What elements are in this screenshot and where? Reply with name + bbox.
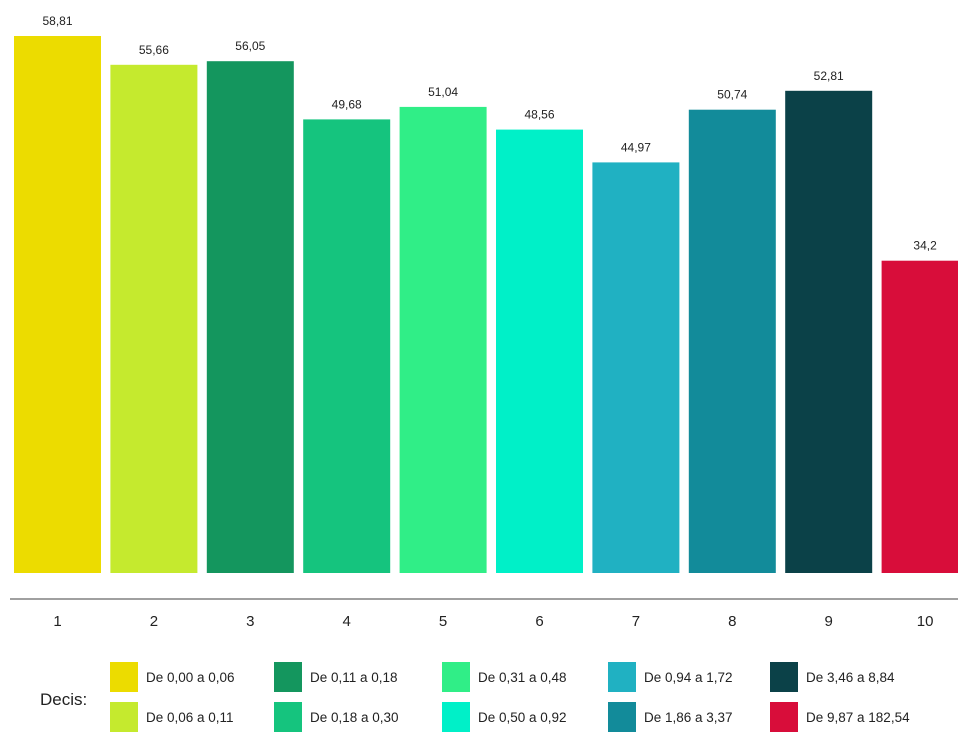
x-tick-label-8: 8 [728, 613, 736, 630]
bar-4 [303, 119, 391, 574]
bar-3 [206, 61, 294, 573]
x-tick-label-3: 3 [246, 613, 254, 630]
bar-7 [592, 162, 680, 573]
legend-item-7: De 0,94 a 1,72 [608, 662, 733, 692]
legend-swatch [110, 662, 138, 692]
x-tick-label-6: 6 [535, 613, 543, 630]
legend-swatch [442, 662, 470, 692]
data-label-8: 50,74 [717, 88, 747, 102]
legend-item-3: De 0,11 a 0,18 [274, 662, 398, 692]
data-label-6: 48,56 [524, 108, 554, 122]
bar-chart: 58,81 1 55,66 2 56,05 3 49,68 4 51,04 5 48,56 6 44,9… [10, 14, 958, 630]
x-tick-label-1: 1 [53, 613, 61, 630]
data-label-1: 58,81 [42, 14, 72, 28]
bar-8 [688, 109, 776, 573]
data-label-3: 56,05 [235, 39, 265, 53]
bar-2 [110, 64, 198, 574]
data-label-5: 51,04 [428, 85, 458, 99]
legend-swatch [442, 702, 470, 732]
x-tick-label-5: 5 [439, 613, 447, 630]
legend-item-5: De 0,31 a 0,48 [442, 662, 567, 692]
legend-label: De 0,50 a 0,92 [478, 709, 567, 725]
data-label-7: 44,97 [621, 140, 651, 154]
legend-item-8: De 1,86 a 3,37 [608, 702, 733, 732]
x-tick-label-9: 9 [825, 613, 833, 630]
legend-label: De 0,31 a 0,48 [478, 669, 567, 685]
legend-label: De 1,86 a 3,37 [644, 709, 733, 725]
legend-item-10: De 9,87 a 182,54 [770, 702, 910, 732]
data-label-4: 49,68 [332, 97, 362, 111]
x-tick-label-4: 4 [343, 613, 351, 630]
legend-label: De 9,87 a 182,54 [806, 709, 910, 725]
legend-label: De 0,94 a 1,72 [644, 669, 733, 685]
data-label-10: 34,2 [913, 239, 937, 253]
legend-swatch [110, 702, 138, 732]
legend-title: Decis: [40, 690, 88, 709]
bar-10 [881, 260, 958, 573]
legend-swatch [608, 662, 636, 692]
legend-label: De 3,46 a 8,84 [806, 669, 895, 685]
legend-swatch [770, 662, 798, 692]
legend-swatch [608, 702, 636, 732]
legend-item-4: De 0,18 a 0,30 [274, 702, 399, 732]
legend-item-1: De 0,00 a 0,06 [110, 662, 235, 692]
legend-item-2: De 0,06 a 0,11 [110, 702, 234, 732]
legend-swatch [274, 662, 302, 692]
x-tick-label-10: 10 [917, 613, 934, 630]
data-label-9: 52,81 [814, 69, 844, 83]
legend-label: De 0,06 a 0,11 [146, 709, 234, 725]
legend-item-9: De 3,46 a 8,84 [770, 662, 895, 692]
legend-swatch [770, 702, 798, 732]
bar-9 [785, 90, 873, 574]
bar-1 [14, 36, 101, 573]
legend-item-6: De 0,50 a 0,92 [442, 702, 567, 732]
data-label-2: 55,66 [139, 43, 169, 57]
legend-label: De 0,18 a 0,30 [310, 709, 399, 725]
bar-6 [496, 129, 583, 573]
legend-label: De 0,11 a 0,18 [310, 669, 398, 685]
legend-swatch [274, 702, 302, 732]
bar-5 [399, 106, 487, 574]
x-tick-label-7: 7 [632, 613, 640, 630]
x-tick-label-2: 2 [150, 613, 158, 630]
legend-label: De 0,00 a 0,06 [146, 669, 235, 685]
